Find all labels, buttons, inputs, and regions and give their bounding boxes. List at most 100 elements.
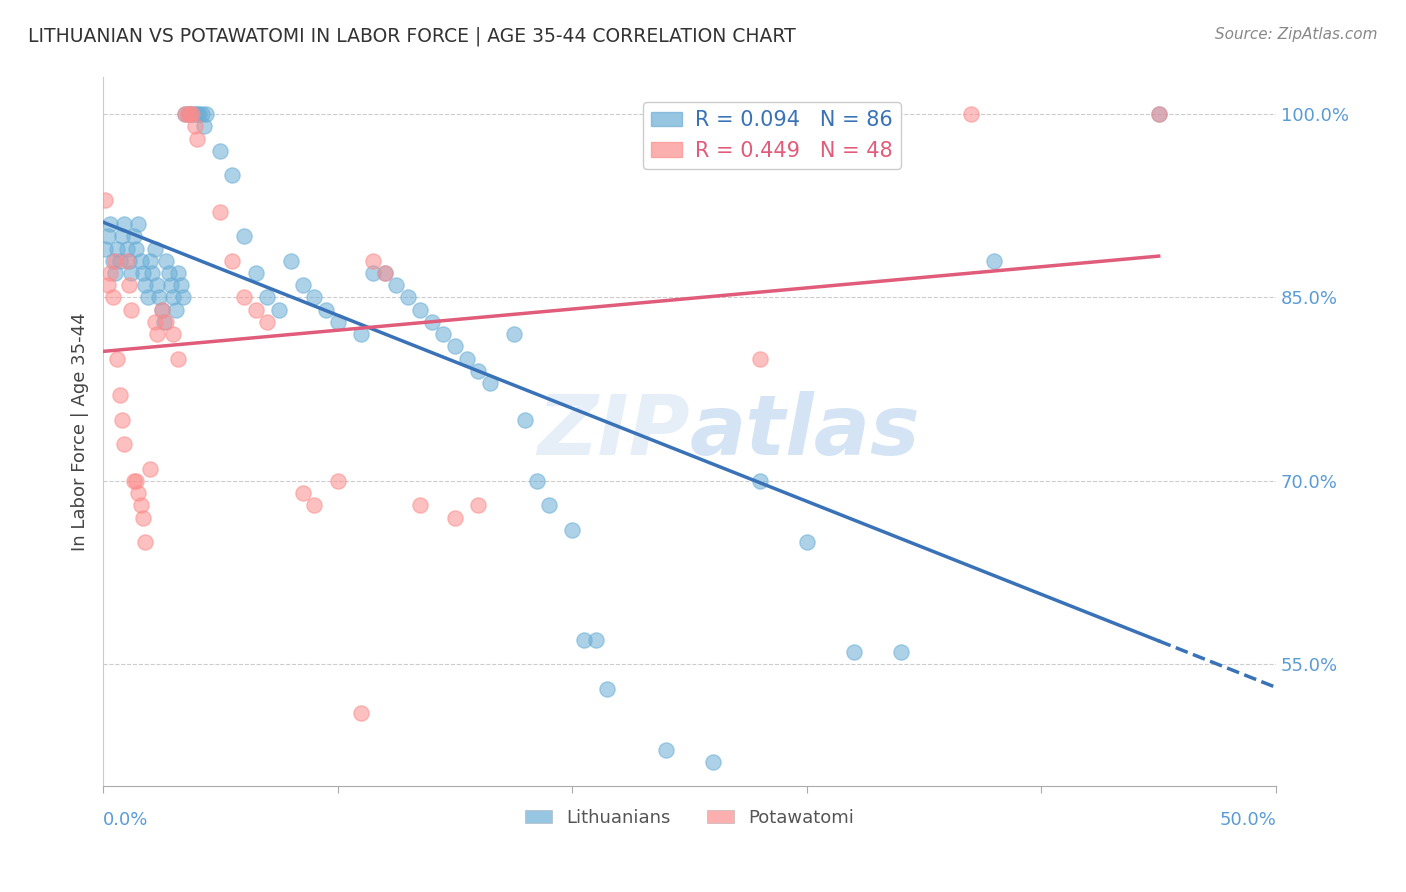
Point <box>179 107 201 121</box>
Text: 50.0%: 50.0% <box>1219 811 1277 829</box>
Point <box>361 266 384 280</box>
Point <box>890 645 912 659</box>
Point <box>176 107 198 121</box>
Point <box>97 229 120 244</box>
Point <box>702 755 724 769</box>
Point <box>479 376 502 390</box>
Point <box>115 253 138 268</box>
Text: ZIP: ZIP <box>537 392 689 473</box>
Point <box>104 253 127 268</box>
Point <box>143 315 166 329</box>
Point <box>221 253 243 268</box>
Point <box>125 242 148 256</box>
Point <box>101 253 124 268</box>
Point <box>232 229 254 244</box>
Point <box>256 315 278 329</box>
Point <box>291 278 314 293</box>
Point <box>374 266 396 280</box>
Point <box>188 107 211 121</box>
Point <box>232 291 254 305</box>
Point <box>160 278 183 293</box>
Text: 0.0%: 0.0% <box>103 811 149 829</box>
Point <box>146 278 169 293</box>
Point <box>129 253 152 268</box>
Point <box>409 302 432 317</box>
Point <box>983 253 1005 268</box>
Point <box>291 486 314 500</box>
Point <box>374 266 396 280</box>
Point <box>195 107 218 121</box>
Point <box>172 291 194 305</box>
Text: atlas: atlas <box>689 392 920 473</box>
Point <box>221 168 243 182</box>
Point <box>174 107 197 121</box>
Point <box>409 498 432 512</box>
Point <box>150 302 173 317</box>
Point <box>127 486 149 500</box>
Point <box>105 351 128 366</box>
Point <box>502 327 524 342</box>
Point <box>183 120 205 134</box>
Point <box>122 474 145 488</box>
Point <box>115 242 138 256</box>
Point <box>1147 107 1170 121</box>
Point <box>174 107 197 121</box>
Point <box>190 107 212 121</box>
Point <box>162 291 184 305</box>
Point <box>108 388 131 402</box>
Point <box>326 315 349 329</box>
Point <box>150 302 173 317</box>
Point <box>125 474 148 488</box>
Point <box>561 523 583 537</box>
Point <box>139 461 162 475</box>
Point <box>842 645 865 659</box>
Point <box>385 278 408 293</box>
Y-axis label: In Labor Force | Age 35-44: In Labor Force | Age 35-44 <box>72 313 89 551</box>
Point <box>98 217 121 231</box>
Point <box>596 681 619 696</box>
Text: Source: ZipAtlas.com: Source: ZipAtlas.com <box>1215 27 1378 42</box>
Point <box>141 266 163 280</box>
Point <box>181 107 204 121</box>
Point <box>420 315 443 329</box>
Point <box>396 291 419 305</box>
Point <box>350 706 373 720</box>
Point <box>183 107 205 121</box>
Point <box>112 217 135 231</box>
Point <box>104 266 127 280</box>
Point <box>132 510 155 524</box>
Point <box>94 242 117 256</box>
Point <box>280 253 302 268</box>
Point <box>111 413 134 427</box>
Point <box>127 217 149 231</box>
Point <box>129 498 152 512</box>
Point <box>111 229 134 244</box>
Point <box>960 107 983 121</box>
Point <box>118 253 141 268</box>
Point <box>537 498 560 512</box>
Point <box>108 253 131 268</box>
Point <box>179 107 201 121</box>
Point <box>120 302 142 317</box>
Point <box>101 291 124 305</box>
Point <box>245 266 267 280</box>
Point <box>748 474 770 488</box>
Point <box>186 131 208 145</box>
Point <box>169 278 191 293</box>
Point <box>209 144 232 158</box>
Point <box>526 474 548 488</box>
Point <box>444 510 467 524</box>
Point <box>467 498 489 512</box>
Point <box>245 302 267 317</box>
Point <box>167 351 190 366</box>
Point <box>585 632 607 647</box>
Point <box>97 278 120 293</box>
Point <box>267 302 290 317</box>
Point <box>655 743 678 757</box>
Point <box>796 535 818 549</box>
Point <box>105 242 128 256</box>
Point <box>165 302 187 317</box>
Point <box>193 120 215 134</box>
Point <box>148 291 170 305</box>
Point <box>146 327 169 342</box>
